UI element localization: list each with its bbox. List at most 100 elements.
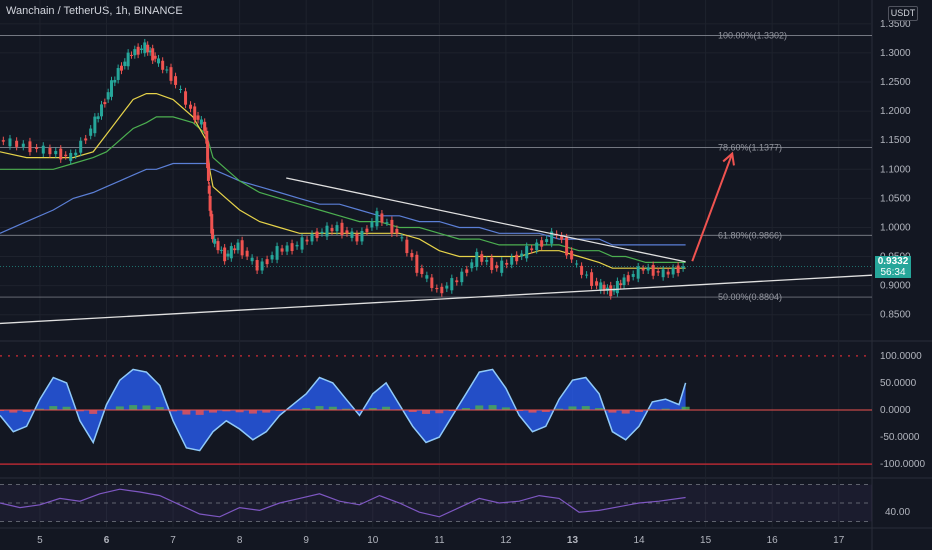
candle-body xyxy=(590,272,594,286)
candle-body xyxy=(350,231,354,238)
osc-histogram-bar xyxy=(382,406,391,410)
candle-body xyxy=(330,228,334,232)
candle-body xyxy=(169,67,173,81)
candle-body xyxy=(157,58,161,64)
candle-body xyxy=(550,231,554,244)
candle-body xyxy=(126,52,130,67)
candle-body xyxy=(470,262,474,269)
candle-body xyxy=(430,277,434,288)
candle-body xyxy=(631,274,635,277)
candle-body xyxy=(236,242,240,251)
candle-body xyxy=(465,269,469,273)
candle-body xyxy=(196,115,200,120)
candle-body xyxy=(500,260,504,273)
candle-body xyxy=(207,185,211,194)
osc-tick-label: 0.0000 xyxy=(880,405,911,416)
time-axis[interactable]: 5 6 7 8 9 10 11 12 13 14 15 16 17 xyxy=(37,535,845,546)
candle-body xyxy=(395,228,399,234)
last-price: 0.9332 xyxy=(877,256,909,267)
candle-body xyxy=(270,255,274,260)
candle-body xyxy=(520,253,524,257)
price-tick-label: 1.1000 xyxy=(880,164,911,175)
price-tick-label: 1.1500 xyxy=(880,135,911,146)
candle-body xyxy=(295,244,299,247)
price-tick-label: 1.3000 xyxy=(880,48,911,59)
osc-histogram-bar xyxy=(475,405,484,410)
candle-body xyxy=(622,277,626,286)
candle-body xyxy=(223,247,227,262)
osc-histogram-bar xyxy=(142,405,151,410)
candle-body xyxy=(93,116,97,134)
osc-tick-label: 100.0000 xyxy=(880,351,922,362)
osc-histogram-bar xyxy=(62,406,71,410)
osc-histogram-bar xyxy=(581,406,590,410)
arrow-head xyxy=(722,151,735,166)
time-tick-label: 10 xyxy=(367,535,379,546)
trendline xyxy=(286,177,686,263)
candle-body xyxy=(575,263,579,265)
time-tick-label: 16 xyxy=(767,535,779,546)
candle-body xyxy=(59,148,63,160)
candle-body xyxy=(345,230,349,234)
candle-body xyxy=(153,55,157,59)
osc-histogram-bar xyxy=(422,410,431,414)
osc-histogram-bar xyxy=(635,410,644,412)
candle-body xyxy=(275,246,279,260)
osc-histogram-bar xyxy=(541,410,550,412)
osc-histogram-bar xyxy=(155,407,164,410)
candle-body xyxy=(109,80,113,97)
candle-body xyxy=(656,271,660,273)
candle-body xyxy=(355,233,359,242)
osc-histogram-bar xyxy=(302,408,311,410)
candle-body xyxy=(370,221,374,228)
osc-tick-label: 50.0000 xyxy=(880,378,917,389)
trendline xyxy=(0,274,873,325)
candle-body xyxy=(415,254,419,273)
candle-body xyxy=(510,257,514,265)
candle-body xyxy=(390,219,394,234)
candle-body xyxy=(380,213,384,223)
ma-slow-line xyxy=(0,162,686,246)
price-tick-label: 1.3500 xyxy=(880,19,911,30)
rsi-line xyxy=(0,488,686,518)
candle-body xyxy=(285,245,289,252)
time-tick-label: 15 xyxy=(700,535,712,546)
candle-body xyxy=(485,260,489,262)
candle-body xyxy=(213,238,217,244)
currency-button[interactable]: USDT xyxy=(888,6,918,21)
osc-histogram-bar xyxy=(89,410,98,414)
candle-body xyxy=(15,140,19,147)
candle-body xyxy=(410,253,414,258)
candle-body xyxy=(310,233,314,242)
candle-body xyxy=(165,69,169,71)
candle-body xyxy=(229,246,233,259)
fib-level-label: 78.60%(1.1377) xyxy=(718,142,782,152)
price-axis[interactable]: 1.3500 1.3000 1.2500 1.2000 1.1500 1.1000 1.05… xyxy=(880,19,925,518)
candle-body xyxy=(565,237,569,256)
candle-body xyxy=(184,91,188,105)
candle-body xyxy=(139,48,143,50)
moving-averages xyxy=(0,93,686,269)
ma-mid-line xyxy=(0,116,686,263)
candle-body xyxy=(189,104,193,109)
osc-line xyxy=(0,368,687,452)
candle-body xyxy=(435,287,439,290)
osc-histogram-bar xyxy=(661,408,670,410)
candle-body xyxy=(245,250,249,257)
candle-body xyxy=(320,231,324,234)
candle-body xyxy=(69,152,73,161)
candle-body xyxy=(335,225,339,232)
candle-body xyxy=(475,251,479,268)
osc-histogram-bar xyxy=(555,408,564,410)
osc-histogram-bar xyxy=(182,410,191,415)
candle-body xyxy=(636,266,640,279)
price-tick-label: 1.0000 xyxy=(880,222,911,233)
osc-histogram-bar xyxy=(568,406,577,410)
candle-body xyxy=(148,50,152,53)
osc-histogram-bar xyxy=(9,410,18,413)
candle-body xyxy=(385,222,389,224)
candle-body xyxy=(580,265,584,275)
trendlines[interactable] xyxy=(0,151,873,325)
price-tick-label: 1.2500 xyxy=(880,77,911,88)
